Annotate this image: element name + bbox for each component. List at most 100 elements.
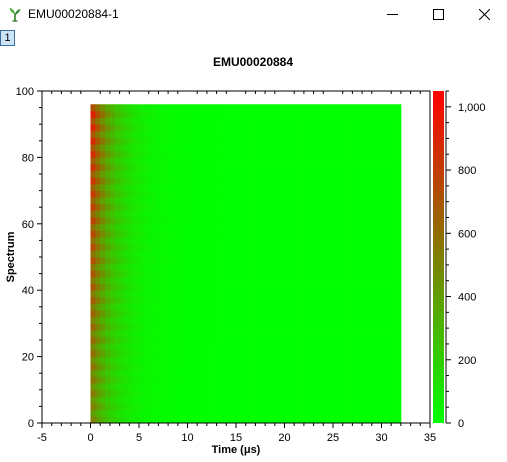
maximize-button[interactable] xyxy=(415,0,461,28)
heatmap-cell xyxy=(357,144,363,152)
heatmap-cell xyxy=(318,197,324,205)
heatmap-cell xyxy=(95,349,101,357)
heatmap-cell xyxy=(134,263,140,271)
heatmap-cell xyxy=(153,383,159,391)
heatmap-cell xyxy=(386,389,392,397)
heatmap-cell xyxy=(158,283,164,291)
heatmap-cell xyxy=(187,223,193,231)
heatmap-cell xyxy=(386,263,392,271)
heatmap-cell xyxy=(347,356,353,364)
page-tab-1[interactable]: 1 xyxy=(0,30,15,46)
heatmap-cell xyxy=(163,164,169,172)
heatmap-cell xyxy=(124,257,130,265)
heatmap-cell xyxy=(240,349,247,357)
heatmap-cell xyxy=(177,110,184,118)
heatmap-cell xyxy=(289,263,295,271)
heatmap-cell xyxy=(177,257,184,265)
heatmap-cell xyxy=(362,243,368,251)
heatmap-cell xyxy=(274,183,281,191)
heatmap-cell xyxy=(240,363,247,371)
heatmap-cell xyxy=(260,290,266,298)
heatmap-cell xyxy=(279,210,285,218)
heatmap-cell xyxy=(105,276,111,284)
heatmap-cell xyxy=(308,396,314,404)
chart-area: EMU00020884 -5 0 5 10 15 20 25 30 35 0 20 40 60 80 10… xyxy=(0,46,507,457)
heatmap-cell xyxy=(197,203,203,211)
heatmap-cell xyxy=(260,356,266,364)
heatmap-cell xyxy=(284,336,290,344)
heatmap-cell xyxy=(206,330,213,338)
heatmap-cell xyxy=(250,144,256,152)
heatmap-cell xyxy=(245,230,251,238)
heatmap-cell xyxy=(163,210,169,218)
heatmap-cell xyxy=(265,330,271,338)
heatmap-cell xyxy=(274,170,281,178)
heatmap-cell xyxy=(308,356,314,364)
heatmap-cell xyxy=(391,257,397,265)
heatmap-cell xyxy=(299,150,305,158)
heatmap-cell xyxy=(192,356,198,364)
heatmap-cell xyxy=(269,250,276,258)
heatmap-cell xyxy=(303,144,310,152)
heatmap-cell xyxy=(163,117,169,125)
heatmap-cell xyxy=(250,396,256,404)
heatmap-cell xyxy=(206,257,213,265)
heatmap-cell xyxy=(294,164,300,172)
heatmap-cell xyxy=(337,230,344,238)
heatmap-cell xyxy=(192,223,198,231)
heatmap-cell xyxy=(328,144,334,152)
heatmap-cell xyxy=(240,323,247,331)
heatmap-cell xyxy=(90,316,96,324)
heatmap-cell xyxy=(308,137,314,145)
heatmap-cell xyxy=(289,257,295,265)
heatmap-cell xyxy=(236,150,242,158)
heatmap-cell xyxy=(284,389,290,397)
heatmap-cell xyxy=(294,316,300,324)
heatmap-cell xyxy=(158,164,164,172)
heatmap-cell xyxy=(328,369,334,377)
heatmap-cell xyxy=(289,376,295,384)
heatmap-cell xyxy=(313,157,319,165)
heatmap-cell xyxy=(100,363,106,371)
heatmap-cell xyxy=(299,323,305,331)
heatmap-cell xyxy=(114,263,120,271)
heatmap-cell xyxy=(211,217,217,225)
heatmap-cell xyxy=(376,150,382,158)
heatmap-cell xyxy=(284,290,290,298)
heatmap-cell xyxy=(255,144,261,152)
heatmap-cell xyxy=(105,250,111,258)
heatmap-cell xyxy=(284,369,290,377)
heatmap-cell xyxy=(381,110,387,118)
heatmap-cell xyxy=(129,349,135,357)
heatmap-cell xyxy=(236,276,242,284)
heatmap-cell xyxy=(255,389,261,397)
heatmap-cell xyxy=(303,250,310,258)
heatmap-cell xyxy=(366,237,373,245)
minimize-button[interactable] xyxy=(369,0,415,28)
heatmap-cell xyxy=(328,210,334,218)
heatmap-cell xyxy=(260,130,266,138)
heatmap-cell xyxy=(197,210,203,218)
heatmap-cell xyxy=(124,237,130,245)
heatmap-cell xyxy=(211,250,217,258)
heatmap-cell xyxy=(299,296,305,304)
close-button[interactable] xyxy=(461,0,507,28)
heatmap-cell xyxy=(294,223,300,231)
heatmap-cell xyxy=(255,316,261,324)
heatmap-cell xyxy=(357,177,363,185)
heatmap-cell xyxy=(337,409,344,417)
heatmap-cell xyxy=(284,157,290,165)
heatmap-cell xyxy=(255,137,261,145)
heatmap-cell xyxy=(299,376,305,384)
heatmap-chart: EMU00020884 -5 0 5 10 15 20 25 30 35 02040608010… xyxy=(5,55,486,456)
heatmap-cell xyxy=(202,336,208,344)
heatmap-cell xyxy=(245,104,251,112)
heatmap-cell xyxy=(381,316,387,324)
heatmap-cell xyxy=(148,409,154,417)
heatmap-cell xyxy=(328,276,334,284)
heatmap-cell xyxy=(308,230,314,238)
heatmap-cell xyxy=(187,130,193,138)
heatmap-cell xyxy=(289,104,295,112)
heatmap-cell xyxy=(105,237,111,245)
heatmap-cell xyxy=(294,336,300,344)
